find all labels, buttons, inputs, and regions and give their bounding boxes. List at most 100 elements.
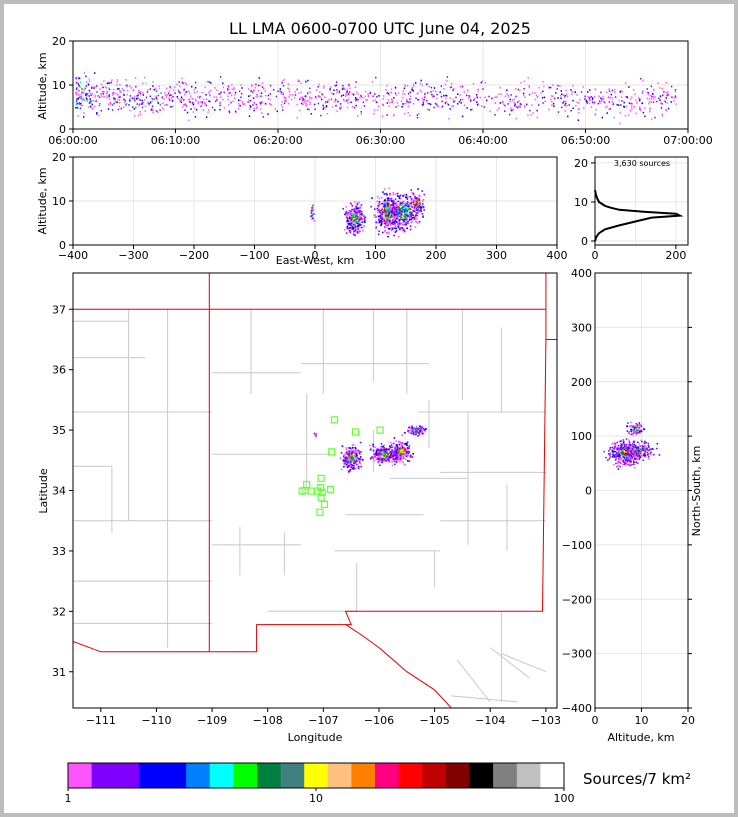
time-height-point	[260, 102, 262, 105]
time-height-point	[513, 98, 516, 101]
time-height-point	[661, 115, 664, 117]
station-marker	[298, 487, 306, 495]
plan-view-point	[351, 452, 353, 455]
ew-height-point	[406, 213, 409, 215]
ew-height-point	[400, 210, 402, 213]
time-height-point	[129, 98, 131, 101]
ew-height-point	[356, 213, 358, 215]
ew-height-point	[399, 194, 402, 197]
time-height-point	[174, 92, 176, 94]
plan-view-point	[417, 428, 419, 431]
ew-height-point	[395, 207, 398, 210]
plan-view-point	[395, 440, 397, 442]
ns-height-point	[634, 467, 636, 469]
ew-height-point	[395, 227, 398, 230]
time-height-point	[419, 82, 422, 85]
ns-height-point	[616, 452, 618, 455]
time-height-point	[301, 97, 303, 99]
time-height-point	[435, 90, 437, 93]
time-height-point	[126, 102, 128, 105]
plan-view-point	[410, 454, 412, 457]
plan-view-point	[399, 453, 402, 455]
time-height-point	[496, 109, 499, 112]
time-height-point	[143, 99, 146, 101]
plan-view-point	[355, 455, 357, 457]
time-height-point	[161, 96, 164, 98]
time-height-point	[237, 103, 240, 105]
time-height-point	[335, 99, 337, 102]
time-height-point	[481, 80, 483, 83]
ew-height-point	[358, 201, 360, 204]
plan-view-point	[397, 451, 399, 454]
time-height-point	[433, 106, 435, 109]
ew-height-point	[356, 207, 359, 210]
time-height-point	[181, 81, 183, 84]
ew-height-point	[392, 201, 395, 203]
colorbar-swatch	[68, 763, 93, 788]
time-height-point	[239, 104, 241, 107]
ns-height-point	[631, 463, 633, 466]
ew-height-point	[383, 216, 385, 219]
time-height-point	[476, 104, 479, 106]
ns-height-point	[631, 432, 633, 435]
ytick-label: 10	[52, 195, 66, 208]
time-height-point	[100, 93, 102, 96]
time-height-point	[530, 114, 532, 116]
time-height-point	[296, 117, 298, 119]
plan-view-point	[412, 432, 415, 434]
time-height-point	[335, 98, 337, 101]
time-height-point	[310, 113, 313, 115]
time-height-point	[639, 99, 641, 102]
time-height-point	[601, 116, 603, 119]
plan-view-point	[397, 453, 399, 456]
ew-height-point	[383, 193, 386, 195]
plan-view-point	[379, 459, 382, 462]
time-height-point	[331, 92, 333, 95]
ew-height-point	[395, 217, 397, 220]
time-height-point	[639, 98, 641, 100]
ew-height-point	[401, 205, 403, 207]
ew-height-point	[404, 202, 407, 205]
plan-view-point	[351, 459, 353, 462]
time-height-point	[648, 100, 651, 103]
time-height-point	[604, 102, 606, 104]
plan-view-point	[400, 448, 403, 450]
time-height-point	[268, 102, 271, 105]
time-height-point	[91, 87, 93, 89]
ew-height-point	[358, 220, 360, 223]
ytick-label: −300	[562, 648, 592, 661]
time-height-point	[355, 104, 357, 107]
station-marker	[317, 483, 325, 492]
time-height-point	[402, 90, 404, 93]
time-height-point	[614, 91, 616, 93]
ew-height-point	[403, 206, 405, 208]
time-height-point	[613, 116, 615, 119]
time-height-point	[432, 90, 435, 92]
time-height-point	[618, 99, 621, 102]
time-height-point	[612, 103, 614, 106]
ew-height-point	[412, 201, 415, 204]
ew-height-point	[376, 196, 379, 198]
time-height-point	[185, 91, 187, 93]
time-height-point	[75, 91, 77, 94]
time-height-point	[75, 81, 78, 84]
time-height-point	[82, 104, 84, 107]
ns-height-point	[623, 443, 626, 446]
ns-height-point	[640, 452, 642, 455]
time-height-point	[307, 108, 309, 111]
ew-height-point	[359, 218, 361, 221]
time-height-point	[625, 105, 627, 108]
time-height-point	[113, 102, 115, 105]
time-height-point	[660, 102, 662, 104]
time-height-point	[92, 107, 94, 110]
ns-height-point	[648, 446, 650, 448]
time-height-point	[128, 104, 130, 106]
time-height-point	[347, 102, 349, 104]
time-height-point	[222, 98, 224, 101]
ns-height-point	[634, 429, 636, 431]
time-height-point	[188, 119, 190, 122]
time-height-point	[471, 108, 473, 111]
time-height-point	[346, 106, 349, 109]
time-height-point	[102, 90, 104, 93]
ns-height-point	[629, 454, 632, 456]
